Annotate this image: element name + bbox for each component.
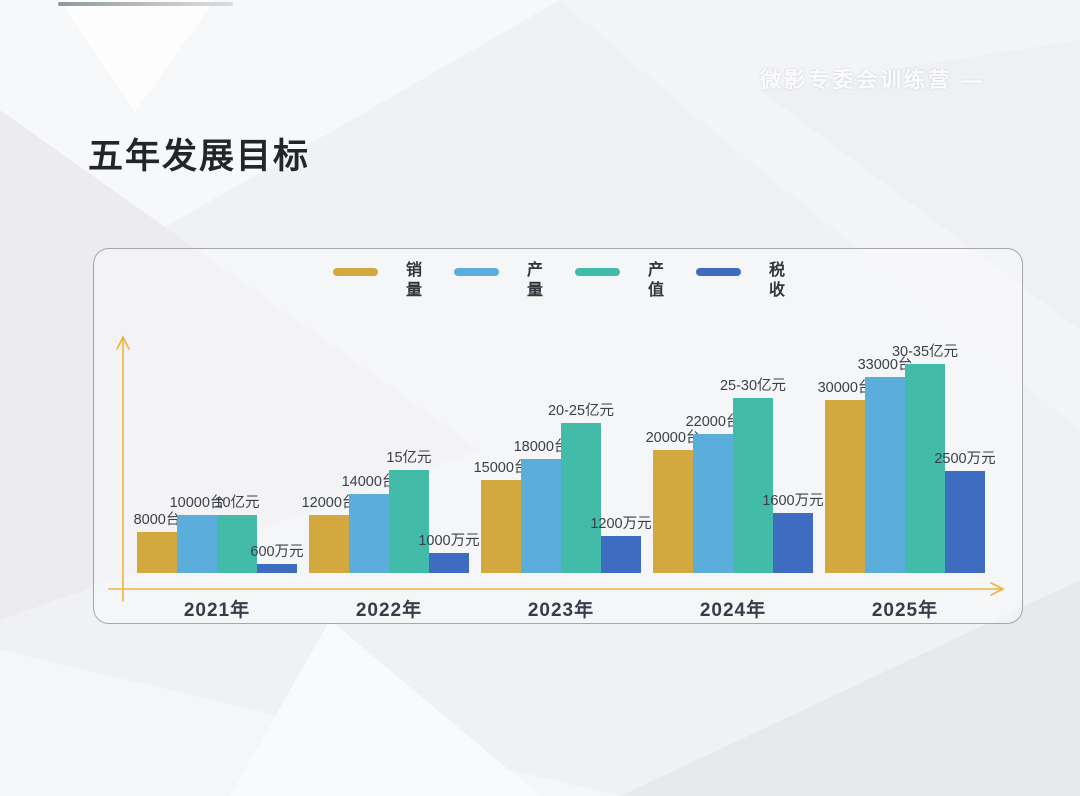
bar-value-label: 8000台: [133, 512, 181, 528]
x-tick-label: 2024年: [699, 600, 767, 621]
bar-产值: 15亿元: [386, 450, 432, 573]
bar-产值: 25-30亿元: [720, 378, 786, 573]
bar-value-label: 1200万元: [590, 516, 652, 532]
legend-item-4: 税收: [696, 261, 783, 301]
bar-税收: 1600万元: [762, 493, 824, 573]
legend-swatch-icon: [696, 268, 741, 276]
legend-label: 产值: [645, 261, 662, 301]
bar-产量: 22000台: [686, 414, 740, 573]
bar-value-label: 1000万元: [418, 533, 480, 549]
chart-panel: 销量 产量 产值 税收 8000台 10000台 10亿元 600万元 2021年 12000台…: [93, 248, 1023, 624]
bar-group-2021年: 8000台 10000台 10亿元 600万元: [134, 343, 304, 573]
bar-产值: 10亿元: [214, 495, 260, 573]
bar-value-label: 33000台: [857, 357, 913, 373]
bar-销量: 15000台: [474, 460, 528, 573]
bar-value-label: 2500万元: [934, 451, 996, 467]
x-tick-label: 2021年: [183, 600, 251, 621]
bar-产量: 10000台: [170, 495, 224, 573]
bar-value-label: 20-25亿元: [547, 403, 615, 419]
bar-value-label: 14000台: [341, 474, 397, 490]
x-tick-label: 2022年: [355, 600, 423, 621]
bar-产值: 30-35亿元: [892, 344, 958, 573]
bar-税收: 1200万元: [590, 516, 652, 573]
chart-axes: [108, 335, 1005, 602]
bar-group-2023年: 15000台 18000台 20-25亿元 1200万元: [474, 343, 652, 573]
legend-swatch-icon: [575, 268, 620, 276]
bar-value-label: 15亿元: [386, 450, 432, 466]
legend-item-3: 产值: [575, 261, 662, 301]
chart-legend: 销量 产量 产值 税收: [94, 261, 1022, 301]
bar-产量: 14000台: [342, 474, 396, 573]
bar-value-label: 12000台: [301, 495, 357, 511]
top-edge-artifact: [58, 2, 233, 6]
bar-value-label: 22000台: [685, 414, 741, 430]
bar-税收: 600万元: [250, 544, 304, 573]
bar-value-label: 1600万元: [762, 493, 824, 509]
legend-label: 销量: [403, 261, 420, 301]
legend-item-1: 销量: [333, 261, 420, 301]
bar-税收: 2500万元: [934, 451, 996, 573]
x-axis-arrow-icon: [990, 582, 1005, 596]
y-axis-arrow-icon: [116, 335, 130, 350]
bar-销量: 12000台: [302, 495, 356, 573]
bar-value-label: 18000台: [513, 439, 569, 455]
bar-group-2022年: 12000台 14000台 15亿元 1000万元: [302, 343, 480, 573]
legend-item-2: 产量: [454, 261, 541, 301]
watermark-text: 微影专委会训练营 —: [760, 69, 985, 92]
bar-group-2024年: 20000台 22000台 25-30亿元 1600万元: [646, 343, 824, 573]
bar-产量: 18000台: [514, 439, 568, 573]
bar-产量: 33000台: [858, 357, 912, 573]
bar-value-label: 20000台: [645, 430, 701, 446]
plot-area: 8000台 10000台 10亿元 600万元 2021年 12000台 14000台 15亿…: [94, 249, 1022, 623]
bar-产值: 20-25亿元: [548, 403, 614, 573]
legend-label: 产量: [524, 261, 541, 301]
bar-value-label: 10000台: [169, 495, 225, 511]
bar-销量: 30000台: [818, 380, 872, 573]
x-tick-label: 2023年: [527, 600, 595, 621]
page-title: 五年发展目标: [88, 137, 311, 176]
legend-swatch-icon: [454, 268, 499, 276]
legend-label: 税收: [766, 261, 783, 301]
x-tick-label: 2025年: [871, 600, 939, 621]
bar-value-label: 15000台: [473, 460, 529, 476]
bar-销量: 8000台: [134, 512, 180, 573]
bar-value-label: 25-30亿元: [719, 378, 787, 394]
bar-group-2025年: 30000台 33000台 30-35亿元 2500万元: [818, 343, 996, 573]
legend-swatch-icon: [333, 268, 378, 276]
bar-销量: 20000台: [646, 430, 700, 573]
bar-value-label: 30000台: [817, 380, 873, 396]
bar-value-label: 30-35亿元: [891, 344, 959, 360]
bar-税收: 1000万元: [418, 533, 480, 573]
bar-value-label: 10亿元: [214, 495, 260, 511]
bar-value-label: 600万元: [250, 544, 304, 560]
